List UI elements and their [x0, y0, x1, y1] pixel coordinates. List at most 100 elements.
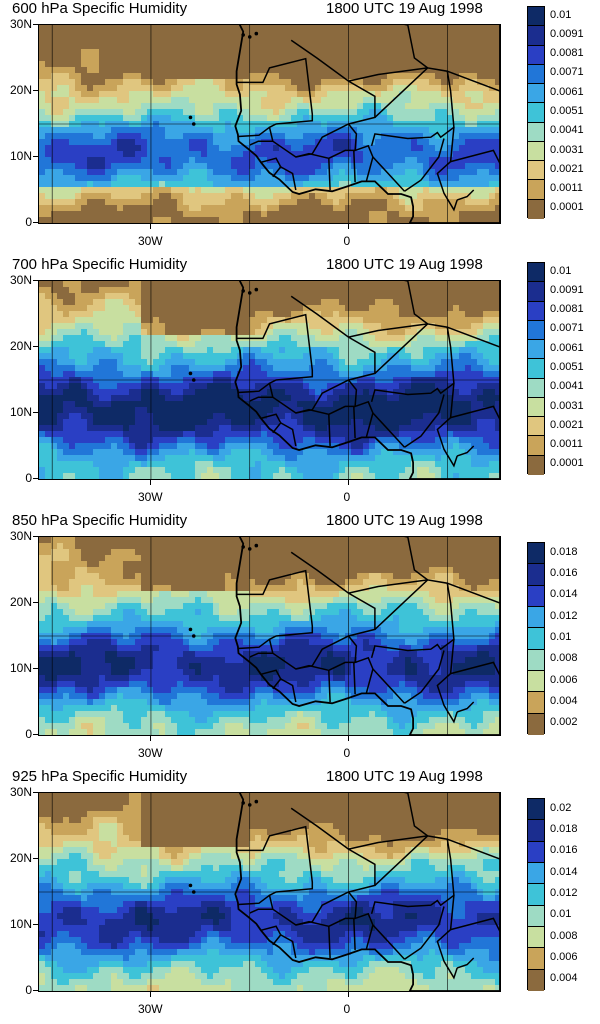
- field-cell: [195, 199, 202, 206]
- field-cell: [285, 79, 292, 86]
- field-cell: [201, 395, 208, 402]
- field-cell: [333, 133, 340, 140]
- field-cell: [123, 419, 130, 426]
- field-cell: [483, 323, 490, 330]
- field-cell: [123, 455, 130, 462]
- field-cell: [81, 37, 88, 44]
- field-cell: [357, 335, 364, 342]
- field-cell: [447, 55, 454, 62]
- field-cell: [39, 449, 46, 456]
- field-cell: [459, 181, 466, 188]
- field-cell: [435, 91, 442, 98]
- field-cell: [465, 163, 472, 170]
- field-cell: [189, 383, 196, 390]
- field-cell: [63, 311, 70, 318]
- field-cell: [99, 193, 106, 200]
- field-cell: [87, 175, 94, 182]
- field-cell: [315, 61, 322, 68]
- field-cell: [63, 413, 70, 420]
- field-cell: [129, 163, 136, 170]
- field-cell: [183, 169, 190, 176]
- field-cell: [45, 205, 52, 212]
- field-cell: [423, 79, 430, 86]
- field-cell: [489, 425, 496, 432]
- field-cell: [255, 109, 262, 116]
- field-cell: [471, 461, 478, 468]
- colorbar-swatch: [528, 123, 544, 142]
- field-cell: [477, 67, 484, 74]
- field-cell: [75, 341, 82, 348]
- field-cell: [93, 383, 100, 390]
- field-cell: [399, 169, 406, 176]
- field-cell: [75, 169, 82, 176]
- field-cell: [159, 323, 166, 330]
- field-cell: [93, 181, 100, 188]
- field-cell: [471, 395, 478, 402]
- field-cell: [435, 419, 442, 426]
- field-cell: [435, 61, 442, 68]
- field-cell: [45, 25, 52, 32]
- field-cell: [231, 299, 238, 306]
- field-cell: [477, 341, 484, 348]
- field-cell: [435, 79, 442, 86]
- field-cell: [69, 79, 76, 86]
- field-cell: [165, 217, 172, 223]
- field-cell: [279, 311, 286, 318]
- field-cell: [141, 365, 148, 372]
- field-cell: [75, 199, 82, 206]
- field-cell: [171, 299, 178, 306]
- field-cell: [393, 311, 400, 318]
- field-cell: [99, 353, 106, 360]
- field-cell: [231, 419, 238, 426]
- field-cell: [297, 329, 304, 336]
- field-cell: [123, 91, 130, 98]
- field-cell: [105, 341, 112, 348]
- field-cell: [255, 461, 262, 468]
- field-cell: [165, 115, 172, 122]
- field-cell: [303, 359, 310, 366]
- field-cell: [357, 43, 364, 50]
- field-cell: [357, 353, 364, 360]
- field-cell: [99, 61, 106, 68]
- field-cell: [63, 127, 70, 134]
- humidity-map: [38, 280, 501, 480]
- field-cell: [255, 67, 262, 74]
- island: [241, 33, 245, 37]
- field-cell: [471, 437, 478, 444]
- field-cell: [297, 79, 304, 86]
- field-cell: [279, 115, 286, 122]
- field-cell: [69, 103, 76, 110]
- field-cell: [453, 341, 460, 348]
- field-cell: [285, 449, 292, 456]
- field-cell: [39, 299, 46, 306]
- field-cell: [135, 43, 142, 50]
- field-cell: [117, 347, 124, 354]
- field-cell: [135, 157, 142, 164]
- field-cell: [57, 461, 64, 468]
- field-cell: [297, 157, 304, 164]
- field-cell: [153, 43, 160, 50]
- field-cell: [105, 79, 112, 86]
- field-cell: [111, 157, 118, 164]
- field-cell: [201, 335, 208, 342]
- field-cell: [381, 139, 388, 146]
- field-cell: [147, 199, 154, 206]
- field-cell: [117, 383, 124, 390]
- field-cell: [39, 293, 46, 300]
- field-cell: [87, 359, 94, 366]
- field-cell: [465, 109, 472, 116]
- field-cell: [219, 205, 226, 212]
- field-cell: [111, 139, 118, 146]
- field-cell: [165, 31, 172, 38]
- field-cell: [471, 181, 478, 188]
- field-cell: [183, 281, 190, 288]
- field-cell: [69, 449, 76, 456]
- field-cell: [63, 163, 70, 170]
- field-cell: [87, 187, 94, 194]
- field-cell: [279, 461, 286, 468]
- field-cell: [465, 395, 472, 402]
- field-cell: [459, 85, 466, 92]
- field-cell: [45, 67, 52, 74]
- field-cell: [297, 85, 304, 92]
- field-cell: [405, 139, 412, 146]
